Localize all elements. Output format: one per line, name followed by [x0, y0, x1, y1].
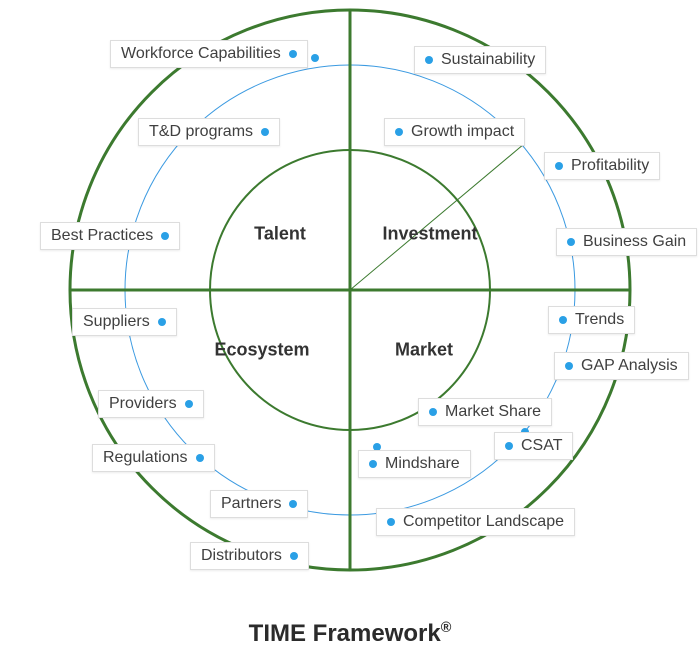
diagram-title: TIME Framework® [249, 620, 452, 648]
item-dot-icon [196, 454, 204, 462]
item-sustainability: Sustainability [414, 46, 546, 74]
item-competitor-landscape: Competitor Landscape [376, 508, 575, 536]
item-dot-icon [369, 460, 377, 468]
item-dot-icon [289, 50, 297, 58]
item-dot-icon [505, 442, 513, 450]
item-business-gain: Business Gain [556, 228, 697, 256]
item-label: Competitor Landscape [403, 513, 564, 531]
item-dot-icon [289, 500, 297, 508]
item-label: Partners [221, 495, 281, 513]
item-dot-icon [565, 362, 573, 370]
item-t-d-programs: T&D programs [138, 118, 280, 146]
item-mindshare: Mindshare [358, 450, 471, 478]
item-label: Mindshare [385, 455, 460, 473]
item-regulations: Regulations [92, 444, 215, 472]
item-label: CSAT [521, 437, 562, 455]
item-dot-icon [261, 128, 269, 136]
item-dot-icon [290, 552, 298, 560]
item-distributors: Distributors [190, 542, 309, 570]
item-label: Business Gain [583, 233, 686, 251]
item-dot-icon [158, 318, 166, 326]
item-dot-icon [161, 232, 169, 240]
item-market-share: Market Share [418, 398, 552, 426]
item-best-practices: Best Practices [40, 222, 180, 250]
item-growth-impact: Growth impact [384, 118, 525, 146]
item-label: Best Practices [51, 227, 153, 245]
item-dot-icon [567, 238, 575, 246]
item-profitability: Profitability [544, 152, 660, 180]
item-gap-analysis: GAP Analysis [554, 352, 689, 380]
item-suppliers: Suppliers [72, 308, 177, 336]
item-workforce-capabilities: Workforce Capabilities [110, 40, 308, 68]
trademark-symbol: ® [441, 620, 452, 636]
item-dot-icon [387, 518, 395, 526]
diagram-title-text: TIME Framework [249, 620, 441, 647]
time-framework-diagram: TIME Framework® InvestmentTalentEcosyste… [0, 0, 700, 656]
item-partners: Partners [210, 490, 308, 518]
item-dot-icon [185, 400, 193, 408]
item-label: Profitability [571, 157, 649, 175]
item-label: Providers [109, 395, 177, 413]
item-trends: Trends [548, 306, 635, 334]
item-label: Growth impact [411, 123, 514, 141]
item-label: Suppliers [83, 313, 150, 331]
item-dot-icon [429, 408, 437, 416]
item-label: T&D programs [149, 123, 253, 141]
item-label: Regulations [103, 449, 188, 467]
item-label: Workforce Capabilities [121, 45, 281, 63]
item-csat: CSAT [494, 432, 573, 460]
item-label: Sustainability [441, 51, 535, 69]
item-dot-icon [425, 56, 433, 64]
item-dot-icon [395, 128, 403, 136]
item-dot-icon [555, 162, 563, 170]
item-dot-icon [559, 316, 567, 324]
item-label: GAP Analysis [581, 357, 678, 375]
item-label: Distributors [201, 547, 282, 565]
item-providers: Providers [98, 390, 204, 418]
item-label: Market Share [445, 403, 541, 421]
item-label: Trends [575, 311, 624, 329]
